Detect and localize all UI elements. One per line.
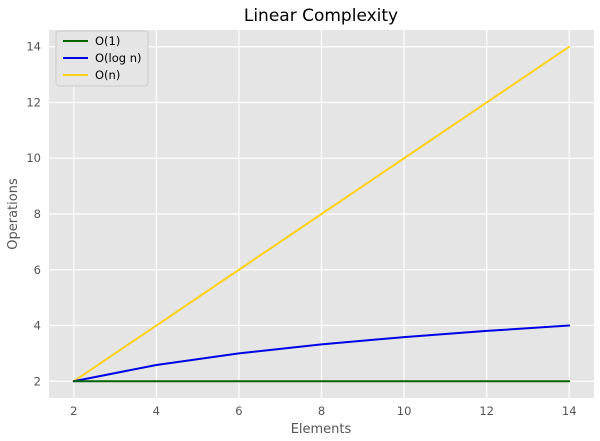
- y-tick-labels: 2 4 6 8 10 12 14: [26, 40, 41, 389]
- x-tick-label-3: 8: [318, 404, 325, 418]
- y-tick-label-6: 14: [26, 40, 41, 54]
- x-tick-label-5: 12: [479, 404, 494, 418]
- y-tick-label-5: 12: [26, 95, 41, 109]
- y-tick-label-3: 8: [34, 207, 41, 221]
- series-line-2: [72, 45, 571, 383]
- x-tick-label-6: 14: [562, 404, 577, 418]
- legend-label-1: O(log n): [95, 51, 142, 65]
- x-tick-label-1: 4: [153, 404, 160, 418]
- series-line-1: [72, 324, 571, 383]
- x-tick-labels: 2 4 6 8 10 12 14: [70, 404, 576, 418]
- legend-label-2: O(n): [95, 68, 120, 82]
- legend-box: [55, 30, 149, 87]
- y-tick-label-1: 4: [34, 319, 41, 333]
- y-tick-label-4: 10: [26, 151, 41, 165]
- x-tick-label-0: 2: [70, 404, 77, 418]
- legend: O(1) O(log n) O(n): [55, 30, 149, 87]
- x-axis-label: Elements: [291, 422, 352, 437]
- legend-label-0: O(1): [95, 34, 120, 48]
- y-tick-label-2: 6: [34, 263, 41, 277]
- y-axis-label: Operations: [6, 178, 21, 250]
- y-tick-label-0: 2: [34, 374, 41, 388]
- chart-title: Linear Complexity: [244, 6, 398, 26]
- x-tick-label-4: 10: [397, 404, 412, 418]
- series-lines: [72, 45, 571, 383]
- x-tick-label-2: 6: [235, 404, 242, 418]
